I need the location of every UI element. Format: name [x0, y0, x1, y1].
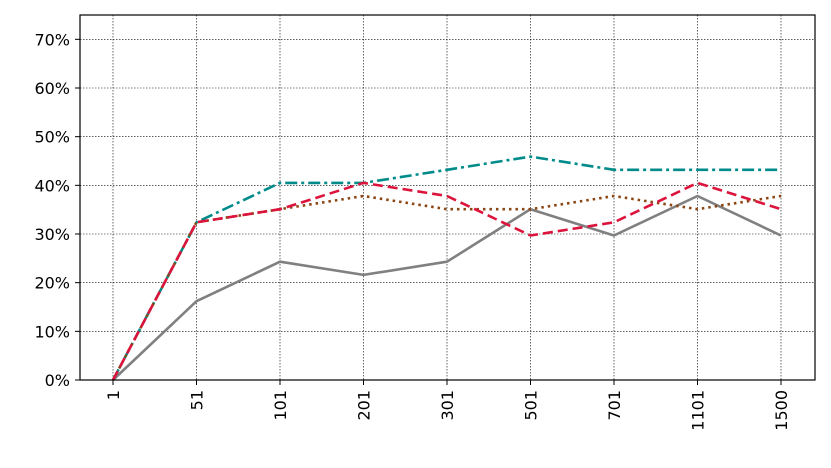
series-line-2 — [111, 155, 781, 381]
y-axis-ticks: 0% 10% 20% 30% 40% 50% 60% 70% — [34, 30, 80, 390]
x-tick-label: 501 — [522, 390, 541, 421]
series-line-4 — [111, 181, 782, 381]
x-tick-label: 51 — [188, 390, 207, 410]
x-tick-label: 1 — [104, 390, 123, 400]
y-tick-label: 40% — [34, 176, 70, 195]
y-tick-label: 0% — [45, 371, 70, 390]
x-tick-label: 301 — [438, 390, 457, 421]
y-tick-label: 10% — [34, 322, 70, 341]
x-tick-label: 701 — [605, 390, 624, 421]
y-tick-label: 30% — [34, 225, 70, 244]
y-tick-label: 50% — [34, 128, 70, 147]
x-tick-label: 201 — [355, 390, 374, 421]
y-tick-label: 20% — [34, 274, 70, 293]
x-axis-ticks: 1 51 101 201 301 501 701 1101 1500 — [104, 380, 791, 431]
series-lines — [111, 155, 782, 381]
series-line-1 — [112, 194, 782, 381]
x-tick-label: 1500 — [772, 390, 791, 431]
y-tick-label: 70% — [34, 30, 70, 49]
x-tick-label: 101 — [271, 390, 290, 421]
y-tick-label: 60% — [34, 79, 70, 98]
x-tick-label: 1101 — [689, 390, 708, 431]
